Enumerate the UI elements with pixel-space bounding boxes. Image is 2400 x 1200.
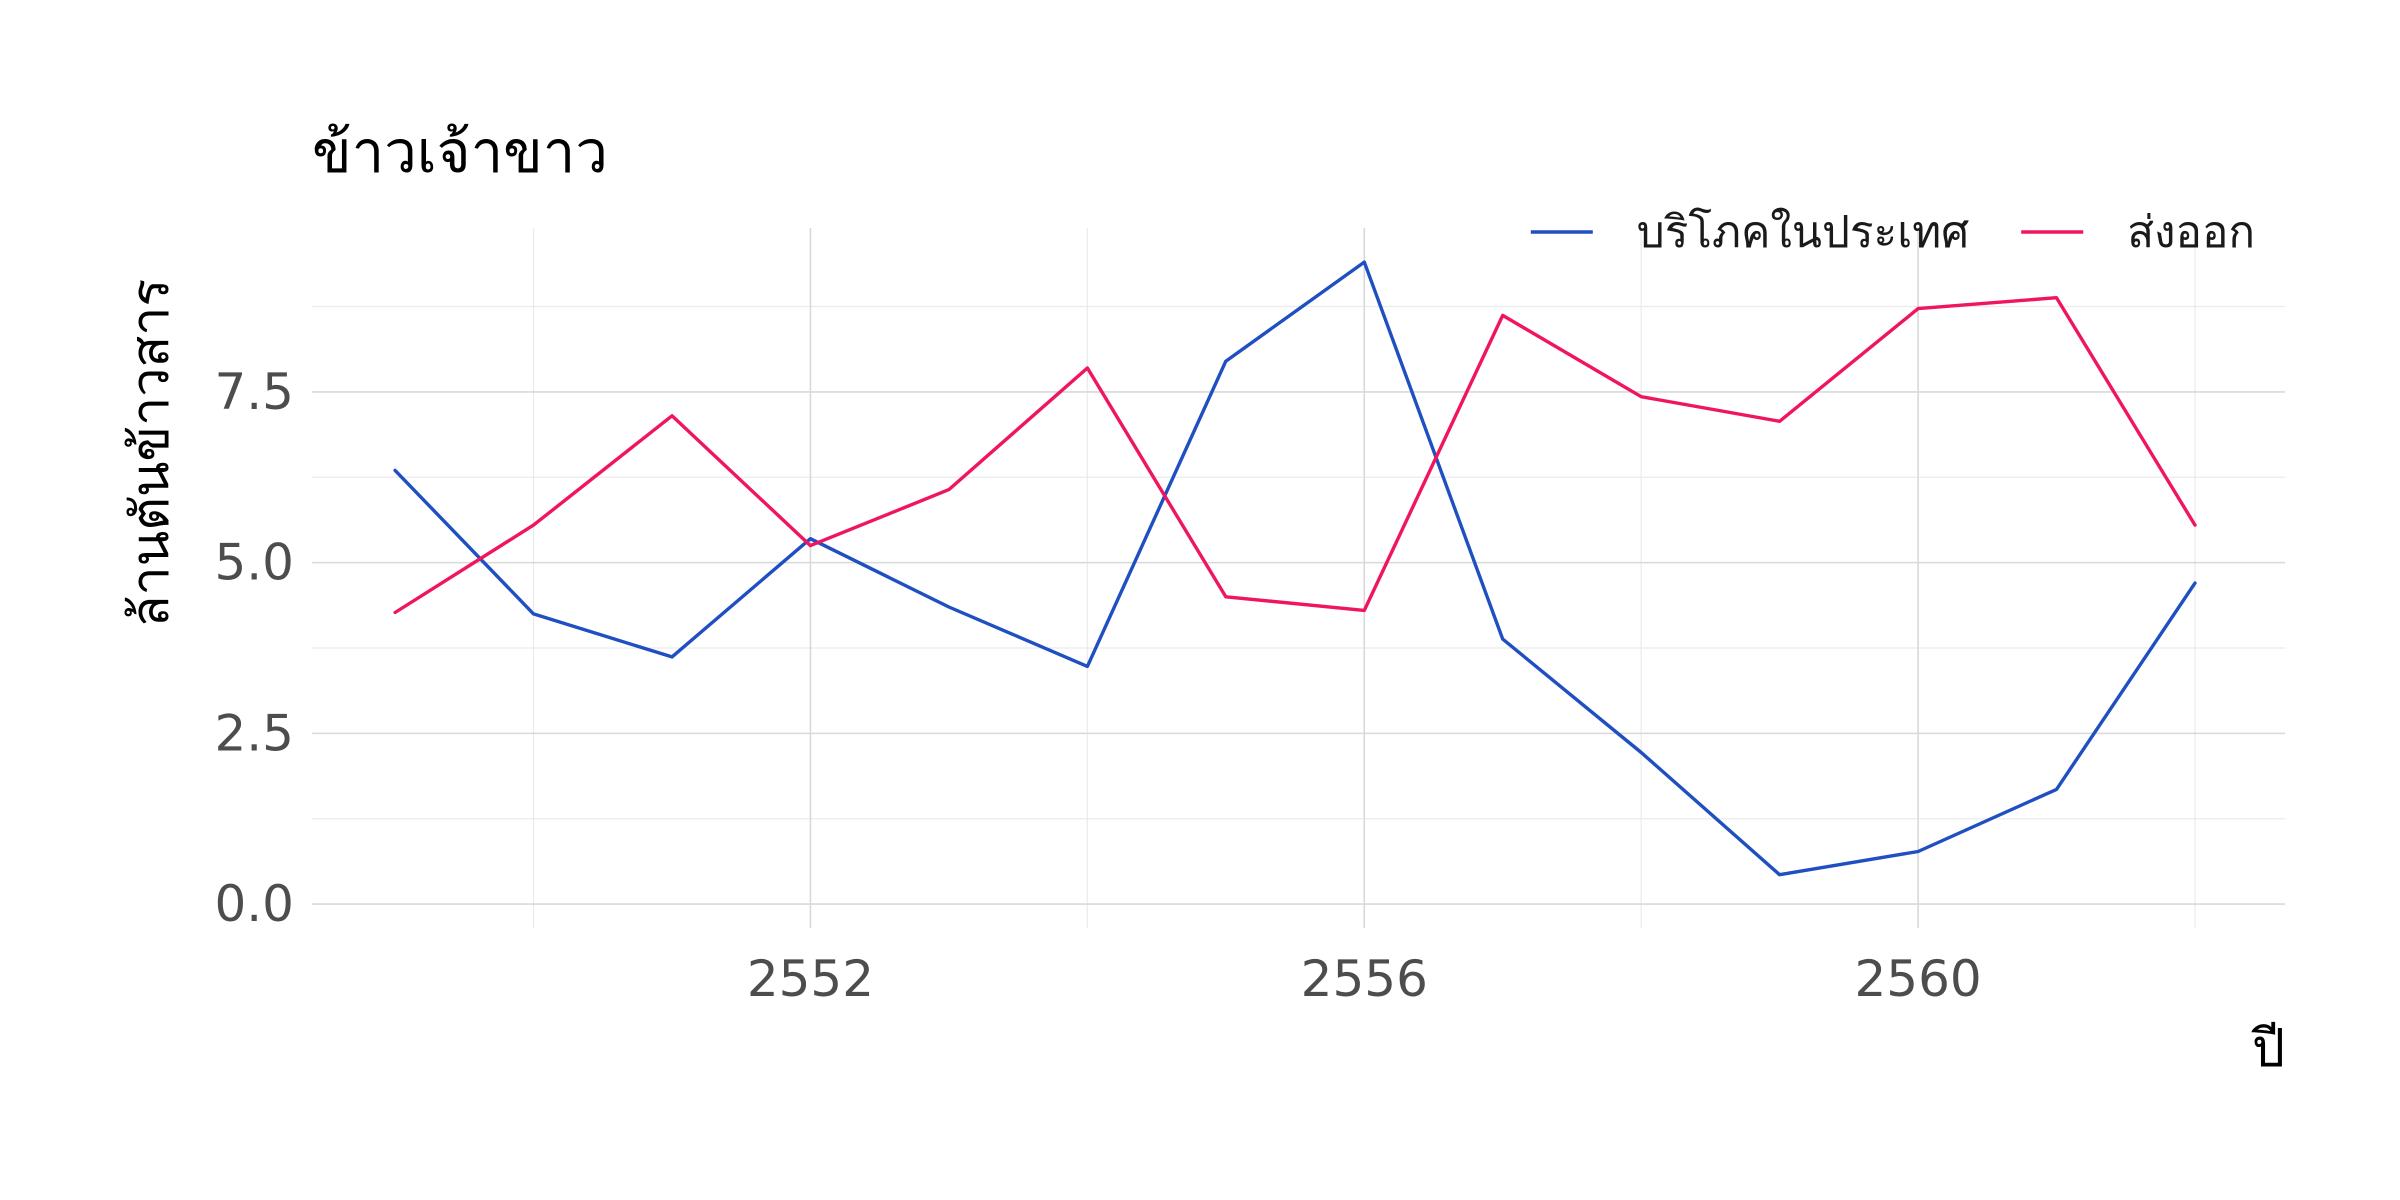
y-axis-ticks: 0.0 2.5 5.0 7.5 [214,363,294,933]
legend-label: ส่งออก [2127,207,2255,258]
y-tick-label: 0.0 [214,875,294,933]
legend: บริโภคในประเทศ ส่งออก [1530,207,2255,258]
x-axis-label: ปี [2251,1019,2285,1079]
y-tick-label: 7.5 [214,363,294,421]
grid [312,228,2285,928]
y-axis-label: ล้านตันข้าวสาร [121,279,181,628]
y-tick-label: 5.0 [214,534,294,592]
series-line-1 [393,296,2197,615]
y-tick-label: 2.5 [214,704,294,762]
x-axis-ticks: 2552 2556 2560 [747,950,1982,1008]
x-tick-label: 2552 [747,950,874,1008]
legend-item: ส่งออก [2021,207,2255,258]
series-lines [393,260,2197,877]
legend-item: บริโภคในประเทศ [1530,207,1969,258]
chart-title: ข้าวเจ้าขาว [312,118,608,186]
series-line-0 [393,260,2197,877]
legend-label: บริโภคในประเทศ [1637,207,1969,258]
x-tick-label: 2556 [1301,950,1428,1008]
x-tick-label: 2560 [1854,950,1981,1008]
